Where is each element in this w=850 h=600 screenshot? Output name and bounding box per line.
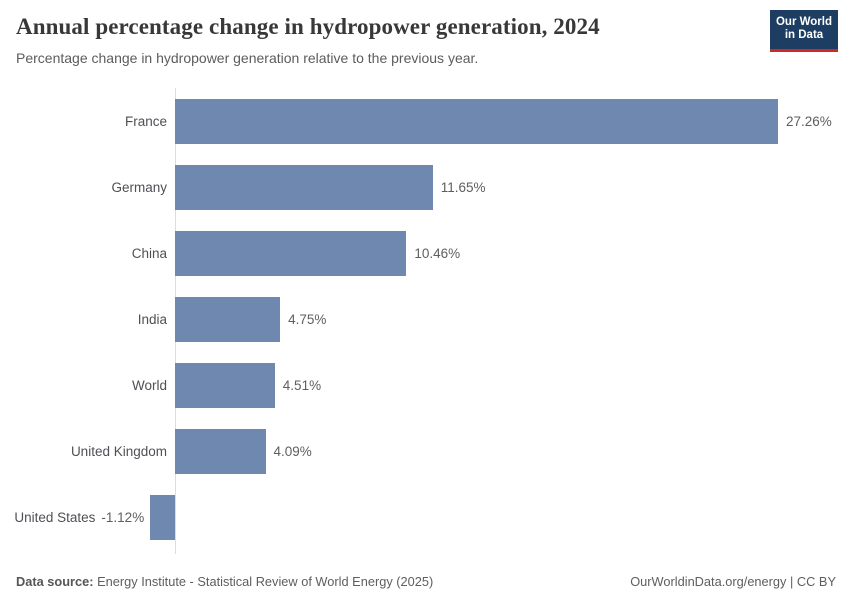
category-label: Germany (0, 180, 175, 195)
category-name: World (131, 377, 167, 393)
value-label: 4.09% (273, 443, 312, 459)
owid-logo-line2: in Data (784, 29, 824, 41)
category-label: United States -1.12% (0, 494, 175, 540)
chart-area: France 27.26% Germany 11.65% China 10.46% Indi… (0, 88, 850, 554)
category-label: World (0, 378, 175, 393)
bar-track: 10.46% (175, 230, 850, 276)
bar-germany[interactable] (175, 164, 433, 210)
owid-logo-line1: Our World (775, 16, 832, 28)
chart-title: Annual percentage change in hydropower g… (16, 14, 600, 39)
chart-header: Annual percentage change in hydropower g… (16, 10, 838, 66)
value-label: 10.46% (414, 245, 461, 261)
value-label: 4.51% (282, 377, 322, 393)
bar-united-states[interactable] (150, 494, 175, 540)
bar-track: 4.51% (175, 362, 850, 408)
bar-row: Germany 11.65% (0, 154, 850, 220)
category-label: China (0, 246, 175, 261)
bar-india[interactable] (175, 296, 281, 342)
category-label: France (0, 114, 175, 129)
value-label: 4.75% (288, 311, 327, 327)
footer-link[interactable]: OurWorldinData.org/energy | CC BY (630, 574, 836, 589)
category-name: United Kingdom (70, 443, 167, 459)
owid-logo: Our World in Data (770, 10, 838, 52)
category-name: France (124, 113, 167, 129)
data-source-text: Energy Institute - Statistical Review of… (93, 574, 434, 589)
bar-row: World 4.51% (0, 352, 850, 418)
value-label: 11.65% (440, 179, 486, 195)
bar-track: 4.09% (175, 428, 850, 474)
category-label: United Kingdom (0, 444, 175, 459)
category-name: China (131, 245, 167, 261)
bar-row: China 10.46% (0, 220, 850, 286)
bar-track: 27.26% (175, 98, 850, 144)
category-name: Germany (111, 179, 167, 195)
bar-france[interactable] (175, 98, 778, 144)
chart-subtitle: Percentage change in hydropower generati… (16, 50, 479, 66)
chart-footer: Data source: Energy Institute - Statisti… (16, 574, 836, 589)
bar-track: 11.65% (175, 164, 850, 210)
category-name: India (137, 311, 167, 327)
title-block: Annual percentage change in hydropower g… (16, 14, 600, 66)
category-label: India (0, 312, 175, 327)
bar-row: United Kingdom 4.09% (0, 418, 850, 484)
bar-row: France 27.26% (0, 88, 850, 154)
bar-track: 4.75% (175, 296, 850, 342)
bar-china[interactable] (175, 230, 407, 276)
data-source-label: Data source: (16, 574, 94, 589)
value-label: -1.12% (101, 509, 145, 525)
category-name: United States (14, 509, 96, 525)
data-source-note: Data source: Energy Institute - Statisti… (16, 574, 433, 589)
bar-rows: France 27.26% Germany 11.65% China 10.46% Indi… (0, 88, 850, 550)
bar-row: United States -1.12% (0, 484, 850, 550)
bar-row: India 4.75% (0, 286, 850, 352)
bar-united-kingdom[interactable] (175, 428, 266, 474)
bar-world[interactable] (175, 362, 275, 408)
value-label: 27.26% (786, 113, 832, 129)
